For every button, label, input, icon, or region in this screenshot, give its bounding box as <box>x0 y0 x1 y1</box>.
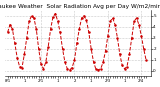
Title: Milwaukee Weather  Solar Radiation Avg per Day W/m2/minute: Milwaukee Weather Solar Radiation Avg pe… <box>0 4 160 9</box>
